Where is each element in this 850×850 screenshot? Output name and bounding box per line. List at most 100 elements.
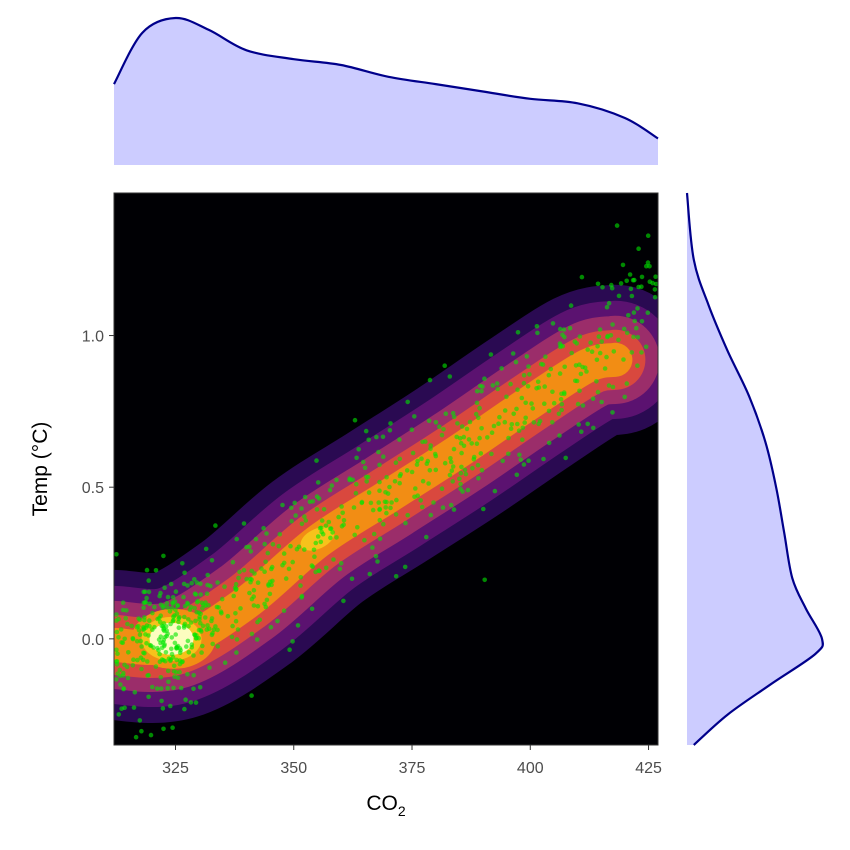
scatter-point	[384, 499, 389, 505]
scatter-point	[504, 394, 509, 400]
scatter-point	[120, 640, 126, 646]
scatter-point	[635, 306, 640, 311]
scatter-point	[370, 507, 376, 513]
x-tick-label: 400	[517, 760, 544, 777]
scatter-point	[367, 571, 373, 577]
scatter-point	[171, 617, 176, 623]
scatter-point	[199, 650, 204, 655]
scatter-point	[189, 580, 194, 586]
scatter-point	[585, 421, 590, 427]
scatter-point	[155, 645, 160, 651]
plot-panel-border	[113, 192, 659, 746]
scatter-point	[326, 519, 332, 525]
scatter-point	[177, 650, 183, 656]
scatter-point	[283, 576, 289, 581]
scatter-point	[364, 474, 369, 480]
scatter-point	[254, 637, 260, 642]
scatter-point	[315, 480, 321, 485]
scatter-point	[611, 349, 617, 354]
scatter-point	[189, 645, 195, 650]
scatter-point	[364, 479, 370, 484]
scatter-point	[568, 303, 574, 308]
scatter-point	[413, 486, 418, 491]
scatter-point	[191, 653, 196, 658]
scatter-point	[455, 421, 460, 426]
scatter-point	[578, 371, 584, 377]
scatter-point	[165, 594, 171, 600]
scatter-point	[402, 564, 408, 570]
scatter-point	[384, 474, 389, 480]
scatter-point	[234, 637, 240, 642]
scatter-point	[281, 608, 287, 613]
scatter-point	[513, 359, 519, 365]
scatter-point	[560, 343, 566, 349]
scatter-point	[163, 650, 169, 655]
scatter-point	[645, 233, 651, 238]
scatter-point	[542, 384, 547, 389]
scatter-point	[146, 589, 152, 595]
scatter-point	[362, 465, 368, 471]
scatter-point	[339, 504, 344, 509]
scatter-point	[182, 603, 188, 609]
scatter-point	[374, 434, 379, 440]
scatter-point	[354, 481, 359, 487]
scatter-point	[482, 577, 488, 583]
scatter-point	[639, 274, 645, 280]
scatter-point	[298, 575, 304, 580]
scatter-point	[192, 632, 197, 637]
scatter-point	[126, 650, 131, 655]
scatter-point	[336, 514, 341, 520]
y-tick-label: 1.0	[82, 329, 104, 346]
scatter-point	[185, 583, 190, 588]
scatter-point	[450, 464, 456, 469]
scatter-point	[380, 434, 386, 440]
y-axis: 0.0 0.5 1.0	[82, 329, 114, 649]
scatter-point	[597, 327, 603, 332]
scatter-point	[295, 623, 301, 628]
scatter-point	[376, 449, 381, 455]
scatter-point	[403, 520, 408, 526]
y-tick-label: 0.5	[82, 480, 104, 497]
scatter-point	[198, 620, 203, 626]
scatter-point	[632, 318, 637, 324]
scatter-point	[169, 605, 175, 611]
scatter-point	[608, 333, 614, 338]
scatter-point	[248, 549, 254, 554]
x-marginal-line	[113, 16, 659, 140]
scatter-point	[515, 330, 521, 335]
scatter-point	[263, 559, 268, 565]
scatter-point	[146, 578, 151, 583]
scatter-point	[584, 369, 589, 374]
scatter-point	[114, 677, 119, 682]
scatter-point	[574, 378, 580, 384]
scatter-point	[616, 293, 622, 299]
scatter-point	[317, 568, 322, 574]
x-tick-label: 375	[399, 760, 426, 777]
scatter-point	[499, 366, 504, 371]
scatter-point	[515, 421, 520, 427]
scatter-point	[141, 650, 146, 656]
scatter-point	[134, 624, 140, 630]
scatter-point	[426, 481, 431, 486]
scatter-point	[375, 559, 380, 564]
scatter-point	[328, 526, 333, 532]
scatter-point	[631, 310, 637, 315]
scatter-point	[535, 379, 541, 385]
scatter-point	[255, 619, 260, 625]
scatter-point	[414, 462, 420, 467]
scatter-point	[523, 400, 528, 406]
scatter-point	[158, 675, 164, 680]
scatter-point	[281, 551, 287, 556]
scatter-point	[299, 506, 304, 511]
scatter-point	[238, 606, 243, 611]
scatter-point	[229, 634, 235, 640]
scatter-point	[158, 634, 164, 639]
scatter-point	[534, 324, 540, 329]
scatter-point	[418, 498, 424, 503]
scatter-point	[368, 500, 374, 506]
scatter-point	[569, 350, 574, 356]
scatter-point	[393, 512, 399, 517]
scatter-point	[287, 647, 292, 652]
